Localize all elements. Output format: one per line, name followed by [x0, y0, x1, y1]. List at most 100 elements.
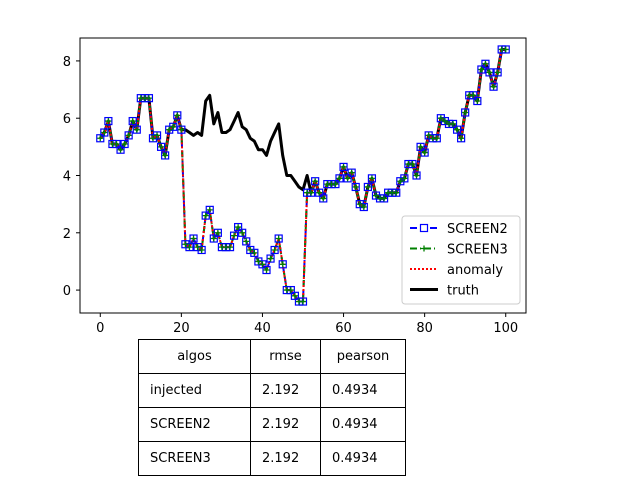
screen3-point — [206, 206, 213, 213]
table-header-cell: algos — [138, 339, 251, 374]
screen3-point — [263, 267, 270, 274]
screen3-point — [344, 175, 351, 182]
screen3-point — [486, 69, 493, 76]
screen3-point — [360, 204, 367, 211]
table-row: SCREEN3 2.192 0.4934 — [138, 441, 406, 476]
screen3-point — [117, 146, 124, 153]
table-cell: 2.192 — [250, 373, 321, 408]
screen3-point — [372, 192, 379, 199]
screen3-point — [182, 241, 189, 248]
screen2-point — [205, 205, 214, 214]
screen2-point — [270, 245, 279, 255]
screen2-point — [457, 134, 466, 143]
x-axis: 0 20 40 60 80 100 — [96, 313, 518, 336]
table-header-cell: pearson — [320, 339, 406, 374]
screen3-point — [259, 261, 266, 268]
series-layer — [96, 45, 510, 306]
screen2-point — [278, 260, 287, 269]
screen3-point — [458, 135, 465, 142]
screen2-point — [120, 139, 129, 149]
screen3-point — [474, 98, 481, 105]
screen3-point — [149, 135, 156, 142]
screen3-point — [227, 244, 234, 251]
screen2-point — [339, 162, 348, 172]
screen3-point — [166, 126, 173, 133]
screen3-point — [121, 140, 128, 147]
screen3-point — [174, 112, 181, 119]
screen3-point — [255, 258, 262, 265]
screen3-point — [352, 183, 359, 190]
screen3-point — [186, 244, 193, 251]
screen3-point — [231, 232, 238, 239]
table-header-row: algos rmse pearson — [138, 339, 406, 374]
table-header-cell: rmse — [250, 339, 321, 374]
table-cell: injected — [138, 373, 251, 408]
y-tick-label: 6 — [63, 112, 71, 127]
screen3-point — [478, 66, 485, 73]
x-tick-label: 20 — [173, 321, 190, 336]
screen3-point — [482, 60, 489, 67]
screen2-point — [351, 182, 360, 192]
table-cell: 0.4934 — [320, 441, 406, 476]
screen3-point — [271, 246, 278, 253]
screen2-point — [461, 108, 470, 117]
screen2-point — [481, 59, 490, 68]
screen3-point — [279, 261, 286, 268]
screen3-point — [125, 132, 132, 139]
screen3-point — [239, 229, 246, 236]
screen3-point — [401, 175, 408, 182]
screen2-point — [128, 116, 137, 126]
screen3-point — [348, 169, 355, 176]
screen3-point — [316, 189, 323, 196]
screen3-point — [97, 135, 104, 142]
screen3-point — [450, 120, 457, 127]
metrics-table: algos rmse pearson injected 2.192 0.4934… — [138, 339, 406, 476]
legend-marker — [419, 223, 429, 233]
screen3-point — [101, 129, 108, 136]
screen3-point — [421, 149, 428, 156]
screen2-point — [274, 234, 283, 243]
legend: SCREEN2 SCREEN3 anomaly truth — [401, 215, 521, 305]
screen3-point — [393, 189, 400, 196]
table-cell: SCREEN2 — [138, 407, 251, 442]
screen3-point — [454, 126, 461, 133]
screen3-point — [162, 152, 169, 159]
screen2-point — [242, 237, 251, 246]
screen2-point — [213, 228, 222, 237]
screen2-point — [473, 96, 482, 106]
y-tick-label: 2 — [63, 227, 71, 242]
screen3-point — [154, 132, 161, 139]
y-tick-label: 0 — [63, 284, 71, 299]
screen2-point — [266, 254, 275, 263]
legend-label: SCREEN2 — [447, 222, 508, 237]
screen3-point — [413, 172, 420, 179]
screen3-point — [425, 132, 432, 139]
table-cell: 0.4934 — [320, 407, 406, 442]
table-cell: 0.4934 — [320, 373, 406, 408]
screen2-point — [132, 125, 141, 134]
screen2-point — [104, 116, 113, 126]
screen2-point — [124, 131, 133, 140]
screen3-point — [433, 135, 440, 142]
screen3-point — [194, 244, 201, 251]
screen3-point — [441, 118, 448, 125]
screen3-point — [145, 95, 152, 102]
screen3-point — [235, 224, 242, 231]
table-row: injected 2.192 0.4934 — [138, 373, 406, 408]
screen3-point — [170, 123, 177, 130]
screen2-point — [363, 182, 372, 192]
screen2-point — [420, 148, 429, 157]
screen2-point — [156, 142, 166, 151]
screen2-point — [319, 194, 328, 203]
screen2-point — [262, 265, 271, 275]
screen3-point — [490, 83, 497, 90]
x-tick-label: 0 — [96, 321, 104, 336]
screen2-point — [335, 174, 344, 183]
screen2-point — [493, 68, 502, 77]
screen3-point — [105, 118, 112, 125]
screen3-point — [308, 189, 315, 196]
table-row: SCREEN2 2.192 0.4934 — [138, 407, 406, 442]
screen3-point — [312, 178, 319, 185]
screen2-point — [485, 68, 494, 77]
